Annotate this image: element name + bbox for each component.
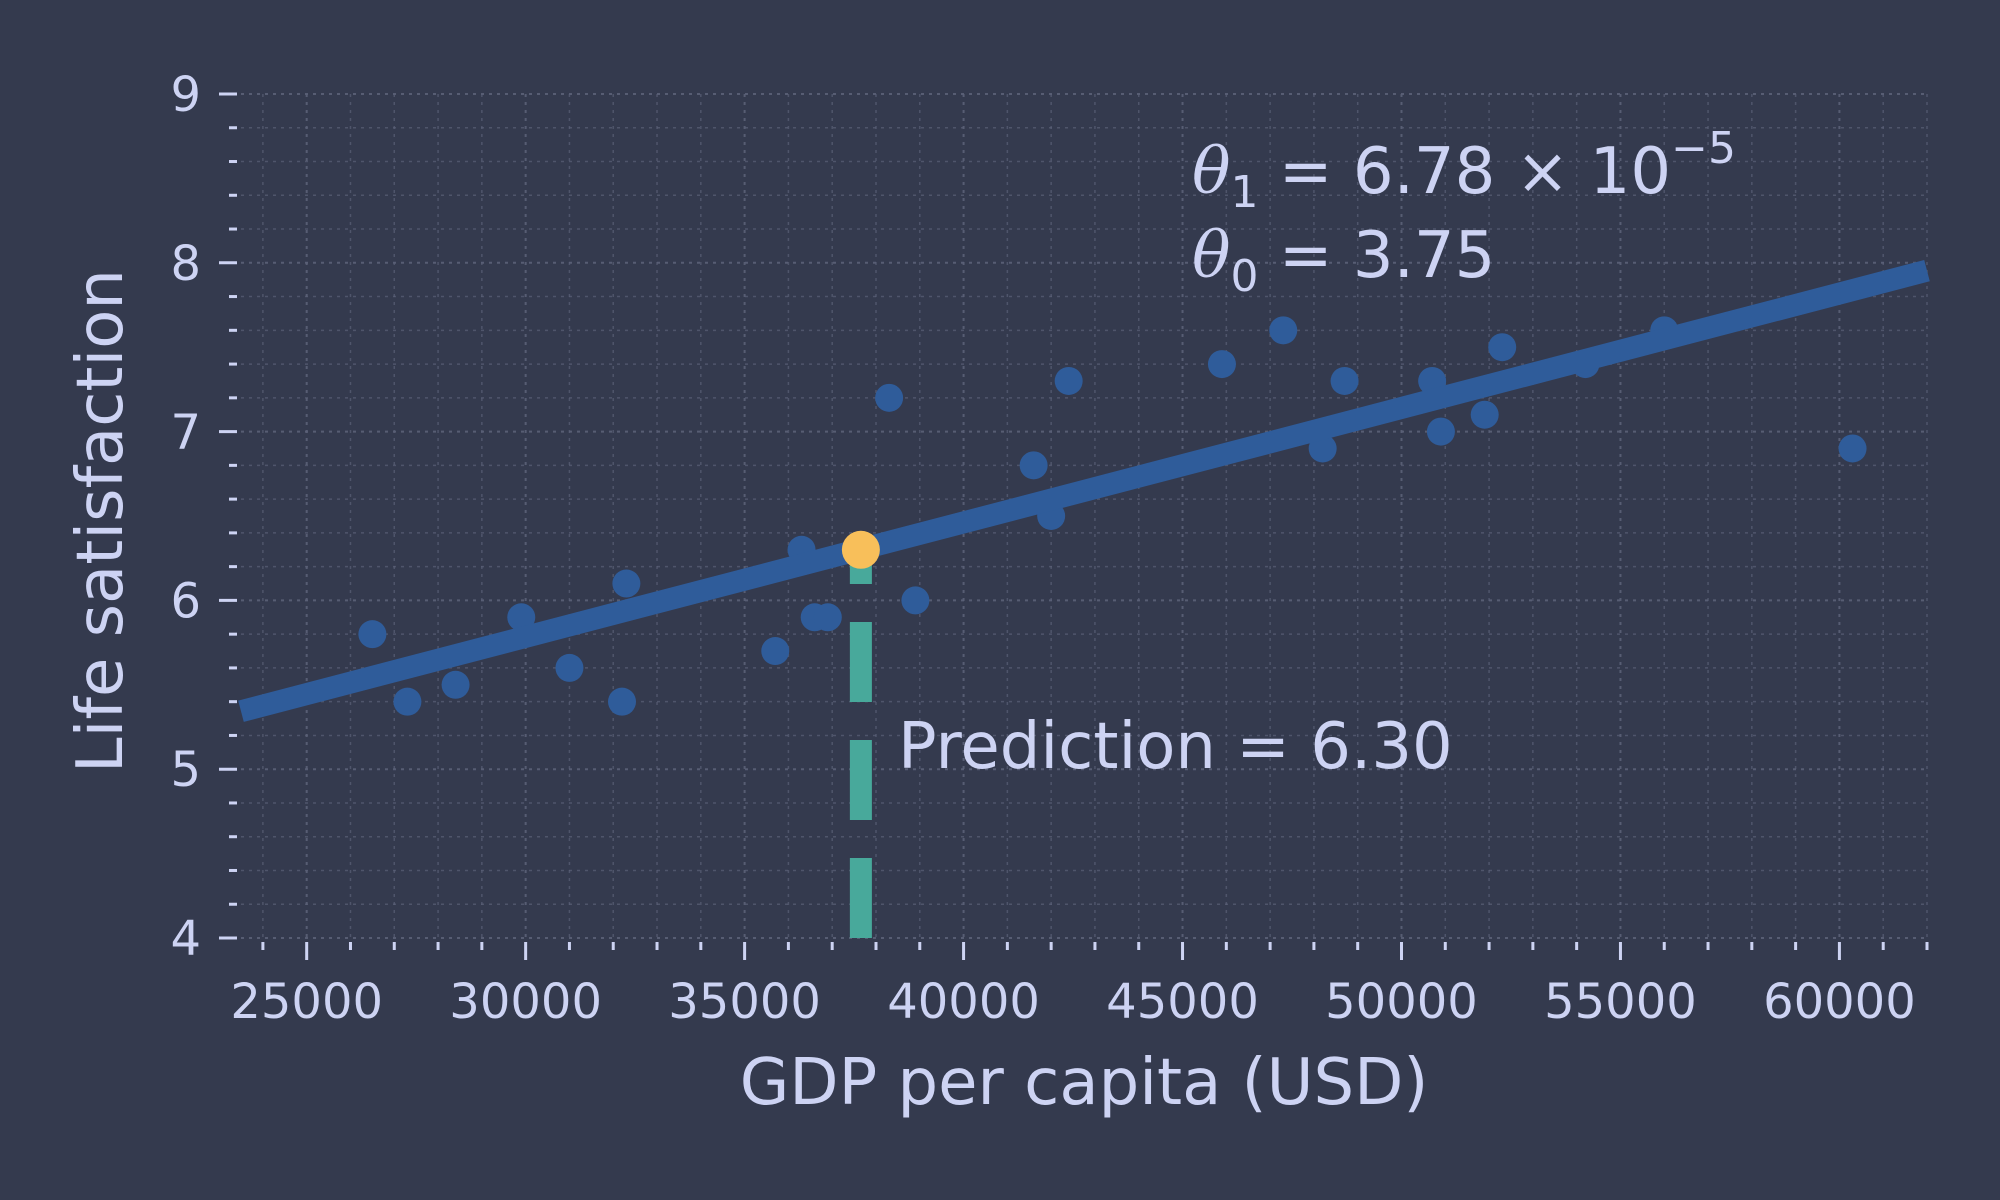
theta1-subscript: 1 (1231, 167, 1259, 218)
prediction-layer (841, 530, 880, 938)
y-tick-label: 8 (170, 236, 201, 292)
y-tick-label: 6 (170, 573, 201, 629)
data-point (1207, 350, 1236, 379)
data-point (358, 620, 387, 649)
data-point (612, 569, 641, 598)
y-tick-label: 7 (170, 405, 201, 461)
x-tick-label: 50000 (1325, 974, 1478, 1030)
y-tick-label: 4 (170, 911, 201, 967)
data-point (1269, 316, 1298, 345)
data-point (1330, 366, 1359, 395)
theta0-annotation: θ0 = 3.75 (1192, 219, 1495, 302)
y-tick-label: 9 (170, 67, 201, 123)
data-point (1054, 366, 1083, 395)
data-point (1488, 333, 1517, 362)
data-point (1838, 434, 1867, 463)
data-point (441, 670, 470, 699)
x-tick-label: 35000 (668, 974, 821, 1030)
data-point (1019, 451, 1048, 480)
x-axis-title: GDP per capita (USD) (740, 1046, 1429, 1120)
theta1-equation: = 6.78 × 10 (1259, 135, 1672, 209)
grid (241, 93, 1928, 939)
data-point (555, 653, 584, 682)
data-point (393, 687, 422, 716)
data-point (901, 586, 930, 615)
theta1-symbol: θ (1192, 135, 1231, 209)
data-point (875, 383, 904, 412)
regression-line (238, 259, 1930, 722)
data-point (1426, 417, 1455, 446)
x-tick-label: 25000 (230, 974, 383, 1030)
data-point (1470, 400, 1499, 429)
theta0-subscript: 0 (1231, 251, 1259, 302)
theta1-exponent: −5 (1671, 123, 1736, 174)
prediction-point (841, 530, 880, 569)
x-tick-label: 30000 (449, 974, 602, 1030)
data-point (507, 603, 536, 632)
data-point (607, 687, 636, 716)
x-tick-label: 60000 (1763, 974, 1916, 1030)
theta1-annotation: θ1 = 6.78 × 10−5 (1192, 123, 1736, 218)
theta0-symbol: θ (1192, 219, 1231, 293)
x-tick-label: 55000 (1544, 974, 1697, 1030)
axis-ticks: 25000 30000 35000 40000 45000 50000 55000 60000… (170, 67, 1929, 1030)
x-tick-label: 40000 (887, 974, 1040, 1030)
x-tick-label: 45000 (1106, 974, 1259, 1030)
regression-layer (238, 259, 1930, 722)
y-tick-label: 5 (170, 742, 201, 798)
data-point (813, 603, 842, 632)
theta0-equation: = 3.75 (1259, 219, 1496, 293)
y-axis-title: Life satisfaction (64, 269, 138, 773)
prediction-label: Prediction = 6.30 (898, 710, 1453, 784)
data-point (761, 637, 790, 666)
